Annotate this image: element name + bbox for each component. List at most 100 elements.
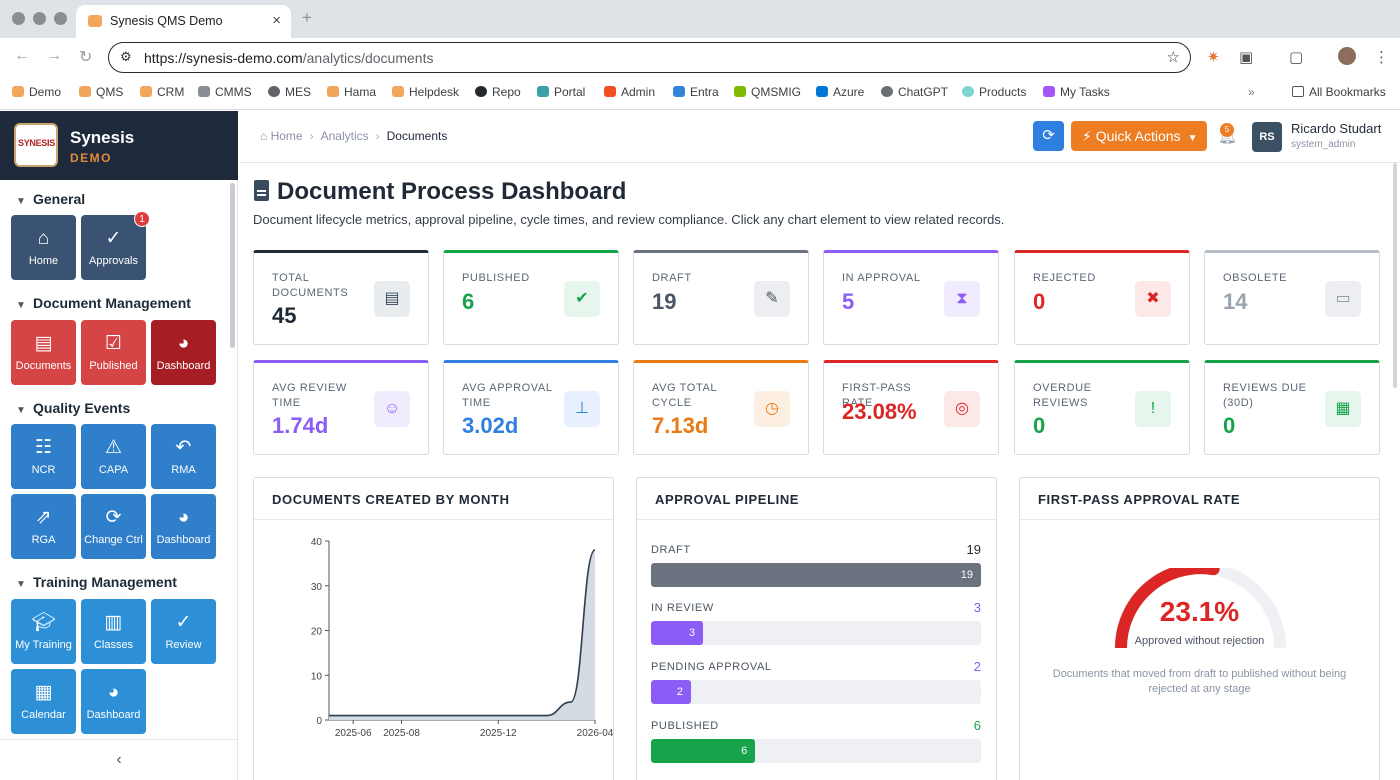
- pipeline-bar-track[interactable]: 2: [651, 680, 981, 704]
- breadcrumb-analytics[interactable]: Analytics: [320, 129, 369, 143]
- brand-header[interactable]: SYNESIS Synesis DEMO: [0, 111, 238, 180]
- extension-claude-icon[interactable]: ✷: [1207, 49, 1220, 66]
- kpi-card-rejected[interactable]: REJECTED 0 ✖: [1014, 250, 1190, 345]
- bookmarks-overflow-icon[interactable]: »: [1248, 85, 1255, 99]
- sidebar-item-home[interactable]: ⌂ Home: [11, 215, 76, 280]
- data-point[interactable]: [447, 713, 453, 719]
- kpi-card-first-pass-rate[interactable]: FIRST-PASS RATE 23.08% ◎: [823, 360, 999, 455]
- kpi-card-reviews-due-30d[interactable]: REVIEWS DUE (30D) 0 ▦: [1204, 360, 1380, 455]
- sidebar-item-capa[interactable]: ⚠ CAPA: [81, 424, 146, 489]
- pipeline-bar[interactable]: 6: [651, 739, 756, 763]
- kpi-card-published[interactable]: PUBLISHED 6 ✔: [443, 250, 619, 345]
- reload-icon[interactable]: ↻: [79, 49, 93, 66]
- new-tab-icon[interactable]: +: [302, 8, 312, 27]
- pipeline-bar[interactable]: 2: [651, 680, 691, 704]
- sidebar-item-documents[interactable]: ▤ Documents: [11, 320, 76, 385]
- series-line[interactable]: [328, 549, 596, 717]
- kpi-card-overdue-reviews[interactable]: OVERDUE REVIEWS 0!: [1014, 360, 1190, 455]
- sidebar-item-quality-dashboard[interactable]: ◕ Dashboard: [151, 494, 216, 559]
- data-point[interactable]: [471, 713, 477, 719]
- kpi-card-in-approval[interactable]: IN APPROVAL 5 ⧗: [823, 250, 999, 345]
- data-point[interactable]: [350, 713, 356, 719]
- extension-puzzle-icon[interactable]: ▣: [1239, 49, 1254, 66]
- sidebar-item-rma[interactable]: ↶ RMA: [151, 424, 216, 489]
- profile-avatar[interactable]: [1338, 47, 1356, 65]
- sidebar-item-classes[interactable]: ▥ Classes: [81, 599, 146, 664]
- kpi-card-total-documents[interactable]: TOTAL DOCUMENTS 45 ▤: [253, 250, 429, 345]
- first-pass-gauge[interactable]: [1100, 568, 1300, 648]
- bookmark-mes[interactable]: MES: [268, 85, 311, 99]
- bookmark-admin[interactable]: Admin: [604, 85, 655, 99]
- bookmark-helpdesk[interactable]: Helpdesk: [392, 85, 459, 99]
- sidebar-item-doc-dashboard[interactable]: ◕ Dashboard: [151, 320, 216, 385]
- sidebar-item-review[interactable]: ✓ Review: [151, 599, 216, 664]
- window-zoom-button[interactable]: [54, 12, 67, 25]
- bookmark-products[interactable]: Products: [962, 85, 1026, 99]
- bookmark-my-tasks[interactable]: My Tasks: [1043, 85, 1110, 99]
- data-point[interactable]: [399, 713, 405, 719]
- kpi-card-obsolete[interactable]: OBSOLETE 14 ▭: [1204, 250, 1380, 345]
- data-point[interactable]: [326, 713, 332, 719]
- kpi-card-avg-review-time[interactable]: AVG REVIEW TIME 1.74d ☺: [253, 360, 429, 455]
- section-quality-events[interactable]: ▼ Quality Events: [16, 400, 130, 416]
- bookmark-repo[interactable]: Repo: [475, 85, 521, 99]
- kpi-card-draft[interactable]: DRAFT 19 ✎: [633, 250, 809, 345]
- bookmark-portal[interactable]: Portal: [537, 85, 585, 99]
- bookmark-star-icon[interactable]: ☆: [1166, 49, 1180, 66]
- quick-actions-button[interactable]: ⚡︎ Quick Actions ▼: [1071, 121, 1207, 151]
- user-name[interactable]: Ricardo Studart: [1291, 121, 1382, 136]
- window-close-button[interactable]: [12, 12, 25, 25]
- sidebar-item-rga[interactable]: ⇗ RGA: [11, 494, 76, 559]
- documents-created-chart[interactable]: 0 10 20 30 40 2025-06 2025-08 2025-12 2026-04: [254, 521, 613, 780]
- bookmark-qmsmig[interactable]: QMSMIG: [734, 85, 801, 99]
- breadcrumb-home[interactable]: Home: [270, 129, 303, 143]
- pipeline-bar-track[interactable]: 6: [651, 739, 981, 763]
- browser-menu-icon[interactable]: ⋮: [1374, 49, 1389, 66]
- sidebar-collapse-button[interactable]: ‹: [0, 739, 238, 780]
- data-point[interactable]: [423, 713, 429, 719]
- section-general[interactable]: ▼ General: [16, 191, 85, 207]
- section-training-management[interactable]: ▼ Training Management: [16, 574, 177, 590]
- pipeline-bar-track[interactable]: 19: [651, 563, 981, 587]
- section-document-management[interactable]: ▼ Document Management: [16, 295, 191, 311]
- bookmark-demo[interactable]: Demo: [12, 85, 61, 99]
- sidebar-item-ncr[interactable]: ☷ NCR: [11, 424, 76, 489]
- data-point[interactable]: [544, 713, 550, 719]
- pipeline-bar[interactable]: 3: [651, 621, 704, 645]
- avatar[interactable]: RS: [1252, 122, 1282, 152]
- bookmark-qms[interactable]: QMS: [79, 85, 123, 99]
- sidebar-item-change-ctrl[interactable]: ⟳ Change Ctrl: [81, 494, 146, 559]
- sidebar-item-my-training[interactable]: 🎓︎ My Training: [11, 599, 76, 664]
- sidebar-item-approvals[interactable]: ✓ Approvals 1: [81, 211, 150, 280]
- site-settings-icon[interactable]: ⚙: [120, 49, 132, 64]
- sidebar-item-training-dashboard[interactable]: ◕ Dashboard: [81, 669, 146, 734]
- address-bar[interactable]: ⚙ https://synesis-demo.com/analytics/doc…: [108, 42, 1191, 73]
- gauge-fill[interactable]: [1115, 568, 1220, 648]
- data-point[interactable]: [374, 713, 380, 719]
- sidebar-scrollbar[interactable]: [230, 183, 235, 348]
- window-minimize-button[interactable]: [33, 12, 46, 25]
- kpi-card-avg-total-cycle[interactable]: AVG TOTAL CYCLE 7.13d ◷: [633, 360, 809, 455]
- extension-search-icon[interactable]: ▢: [1289, 49, 1304, 66]
- sidebar-item-calendar[interactable]: ▦ Calendar: [11, 669, 76, 734]
- back-arrow-icon[interactable]: ←: [14, 47, 30, 64]
- bookmark-chatgpt[interactable]: ChatGPT: [881, 85, 948, 99]
- bookmark-crm[interactable]: CRM: [140, 85, 184, 99]
- sidebar-item-published[interactable]: ☑ Published: [81, 320, 146, 385]
- page-scrollbar[interactable]: [1393, 163, 1397, 388]
- data-point[interactable]: [495, 713, 501, 719]
- kpi-card-avg-approval-time[interactable]: AVG APPROVAL TIME 3.02d ⊥: [443, 360, 619, 455]
- data-point[interactable]: [519, 713, 525, 719]
- all-bookmarks[interactable]: All Bookmarks: [1292, 85, 1386, 99]
- data-point[interactable]: [568, 699, 574, 705]
- refresh-button[interactable]: ⟳: [1033, 121, 1064, 151]
- tab-close-icon[interactable]: ×: [272, 12, 281, 29]
- bookmark-hama[interactable]: Hama: [327, 85, 376, 99]
- browser-tab[interactable]: Synesis QMS Demo ×: [76, 5, 291, 38]
- bookmark-entra[interactable]: Entra: [673, 85, 719, 99]
- pipeline-bar[interactable]: 19: [651, 563, 981, 587]
- bookmark-azure[interactable]: Azure: [816, 85, 864, 99]
- forward-arrow-icon[interactable]: →: [46, 47, 62, 64]
- data-point[interactable]: [592, 547, 598, 553]
- pipeline-bar-track[interactable]: 3: [651, 621, 981, 645]
